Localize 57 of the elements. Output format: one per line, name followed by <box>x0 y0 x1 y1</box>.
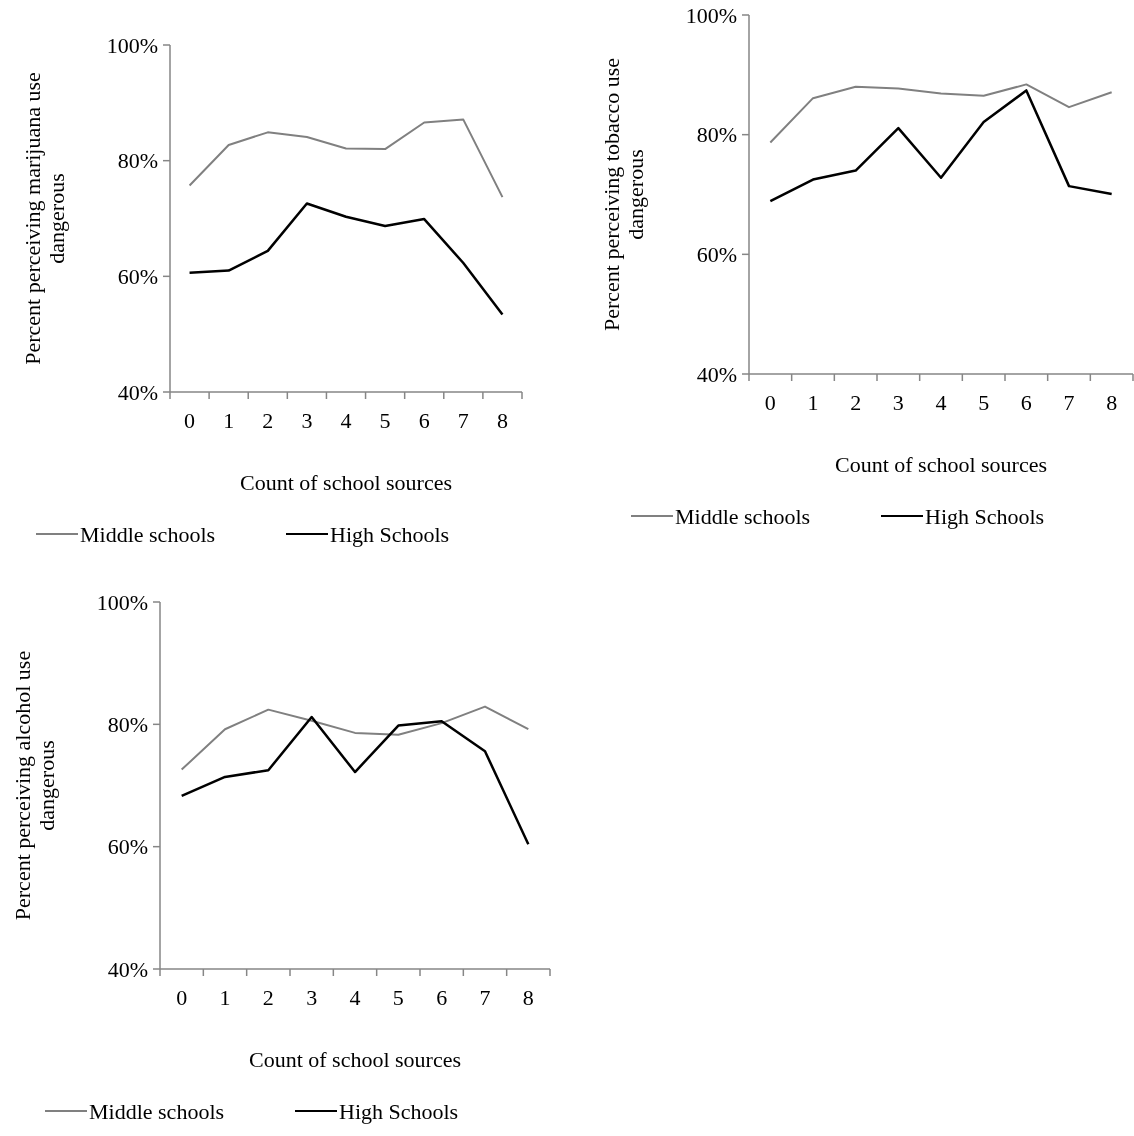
y-axis-title: Percent perceiving alcohol use dangerous <box>10 650 59 921</box>
x-tick-label: 8 <box>496 408 508 433</box>
x-tick-label: 2 <box>262 408 274 433</box>
x-tick-label: 8 <box>522 985 534 1010</box>
y-tick-label: 100% <box>685 2 737 28</box>
x-tick-label: 5 <box>379 408 391 433</box>
x-axis-title: Count of school sources <box>248 1047 462 1072</box>
x-tick-label: 0 <box>184 408 196 433</box>
x-tick-label: 4 <box>935 390 947 415</box>
y-tick-label: 60% <box>117 264 158 290</box>
x-tick-label: 1 <box>219 985 231 1010</box>
y-tick-label: 80% <box>107 712 148 738</box>
legend-label: Middle schools <box>89 1098 225 1124</box>
x-tick-label: 5 <box>978 390 990 415</box>
y-tick-label: 100% <box>106 32 158 58</box>
x-axis-title: Count of school sources <box>239 470 453 495</box>
line-series <box>769 89 1113 203</box>
x-tick-label: 8 <box>1106 390 1118 415</box>
y-tick-label: 80% <box>696 122 737 148</box>
x-tick-label: 1 <box>807 390 819 415</box>
x-tick-label: 7 <box>479 985 491 1010</box>
legend-label: High Schools <box>339 1098 459 1124</box>
y-axis-title: Percent perceiving marijuana use dangerous <box>20 72 69 365</box>
x-tick-label: 3 <box>306 985 318 1010</box>
x-tick-label: 4 <box>349 985 361 1010</box>
y-tick-label: 60% <box>107 834 148 860</box>
legend-label: Middle schools <box>80 521 216 547</box>
x-tick-label: 5 <box>392 985 404 1010</box>
x-tick-label: 2 <box>262 985 274 1010</box>
x-tick-label: 3 <box>301 408 313 433</box>
legend-label: Middle schools <box>675 503 811 529</box>
x-tick-label: 6 <box>1020 390 1032 415</box>
x-tick-label: 7 <box>457 408 469 433</box>
y-tick-label: 40% <box>107 956 148 982</box>
line-series <box>769 83 1113 144</box>
x-tick-label: 4 <box>340 408 352 433</box>
x-tick-label: 0 <box>176 985 188 1010</box>
line-series <box>180 715 530 846</box>
x-tick-label: 3 <box>892 390 904 415</box>
line-series <box>180 705 530 771</box>
y-tick-label: 100% <box>96 589 148 615</box>
x-tick-label: 2 <box>850 390 862 415</box>
legend-label: High Schools <box>330 521 450 547</box>
x-tick-label: 6 <box>436 985 448 1010</box>
line-series <box>188 118 504 199</box>
x-tick-label: 1 <box>223 408 235 433</box>
y-tick-label: 60% <box>696 242 737 268</box>
legend-label: High Schools <box>925 503 1045 529</box>
y-tick-label: 80% <box>117 148 158 174</box>
x-tick-label: 0 <box>764 390 776 415</box>
line-series <box>188 202 504 316</box>
y-axis-title: Percent perceiving tobacco use dangerous <box>599 57 648 332</box>
x-tick-label: 7 <box>1063 390 1075 415</box>
x-axis-title: Count of school sources <box>834 452 1048 477</box>
x-tick-label: 6 <box>418 408 430 433</box>
y-tick-label: 40% <box>117 379 158 405</box>
y-tick-label: 40% <box>696 361 737 387</box>
